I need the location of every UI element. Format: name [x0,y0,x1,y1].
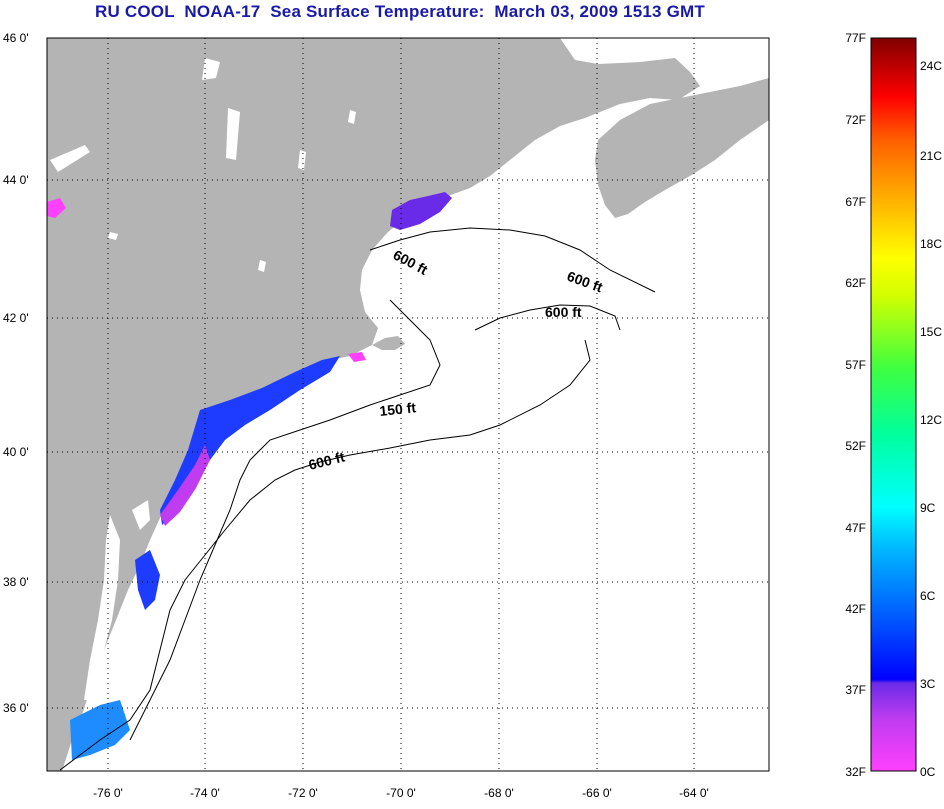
contour-150ft [129,299,441,741]
cb-c-label: 24C [920,59,942,73]
cb-f-label: 57F [845,358,866,372]
lon-label: -72 0' [288,786,318,800]
contour-600ft-georges [474,304,621,331]
land-nova-scotia [595,78,769,218]
cb-f-label: 52F [845,439,866,453]
lat-label: 38 0' [3,575,29,589]
cb-c-label: 12C [920,413,942,427]
latitude-axis: 46 0' 44 0' 42 0' 40 0' 38 0' 36 0' [3,31,29,715]
delaware-bay [132,500,150,530]
lon-label: -74 0' [190,786,220,800]
cb-f-label: 47F [845,521,866,535]
sst-ny-bight-pink [348,352,366,362]
lon-label: -68 0' [484,786,514,800]
contour-600ft-gulf [369,227,656,293]
cb-c-label: 18C [920,237,942,251]
lat-label: 36 0' [3,701,29,715]
lon-label: -70 0' [386,786,416,800]
temperature-colorbar: 77F 72F 67F 62F 57F 52F 47F 42F 37F 32F … [845,31,942,779]
cb-f-label: 37F [845,683,866,697]
longitude-axis: -76 0' -74 0' -72 0' -70 0' -68 0' -66 0… [93,786,709,800]
land-cape-cod [372,336,405,350]
sst-lake-pink [47,198,66,218]
cb-f-label: 42F [845,602,866,616]
sst-nj-inner-patch [160,445,210,526]
cb-c-label: 0C [920,765,936,779]
chesapeake-bay [84,515,120,700]
cb-c-label: 9C [920,501,936,515]
title-date: March 03, 2009 1513 GMT [494,2,705,21]
contour-600ft-outer [59,339,591,771]
title-product: Sea Surface Temperature: [270,2,485,21]
lon-label: -76 0' [93,786,123,800]
cb-c-label: 21C [920,149,942,163]
lon-label: -66 0' [582,786,612,800]
colorbar-celsius-labels: 24C 21C 18C 15C 12C 9C 6C 3C 0C [920,59,942,779]
sst-nc-patch [70,700,130,760]
land-us-mainland [47,38,700,771]
colorbar-fahrenheit-labels: 77F 72F 67F 62F 57F 52F 47F 42F 37F 32F [845,31,866,779]
map-title: RU COOL NOAA-17 Sea Surface Temperature:… [0,2,800,22]
cb-f-label: 62F [845,276,866,290]
cb-c-label: 6C [920,589,936,603]
lat-label: 46 0' [3,31,29,45]
title-satellite: NOAA-17 [184,2,261,21]
lat-label: 42 0' [3,311,29,325]
bathymetry-contours [59,227,656,771]
cb-f-label: 32F [845,765,866,779]
cb-f-label: 77F [845,31,866,45]
cb-c-label: 15C [920,325,942,339]
depth-label-3: 600 ft [545,304,582,320]
cb-c-label: 3C [920,677,936,691]
colorbar-gradient [870,37,917,772]
map-panel: 600 ft 600 ft 600 ft 150 ft 600 ft 46 0'… [3,31,770,800]
lat-lon-grid [47,38,769,771]
cb-f-label: 72F [845,113,866,127]
depth-label-4: 150 ft [379,399,417,419]
sst-gulf-of-maine-patch [390,192,452,230]
inland-lakes [50,58,356,272]
cb-f-label: 67F [845,195,866,209]
map-frame [46,37,770,772]
sst-delmarva-patch [135,550,160,610]
lon-label: -64 0' [679,786,709,800]
lat-label: 44 0' [3,173,29,187]
title-source: RU COOL [95,2,175,21]
lat-label: 40 0' [3,445,29,459]
